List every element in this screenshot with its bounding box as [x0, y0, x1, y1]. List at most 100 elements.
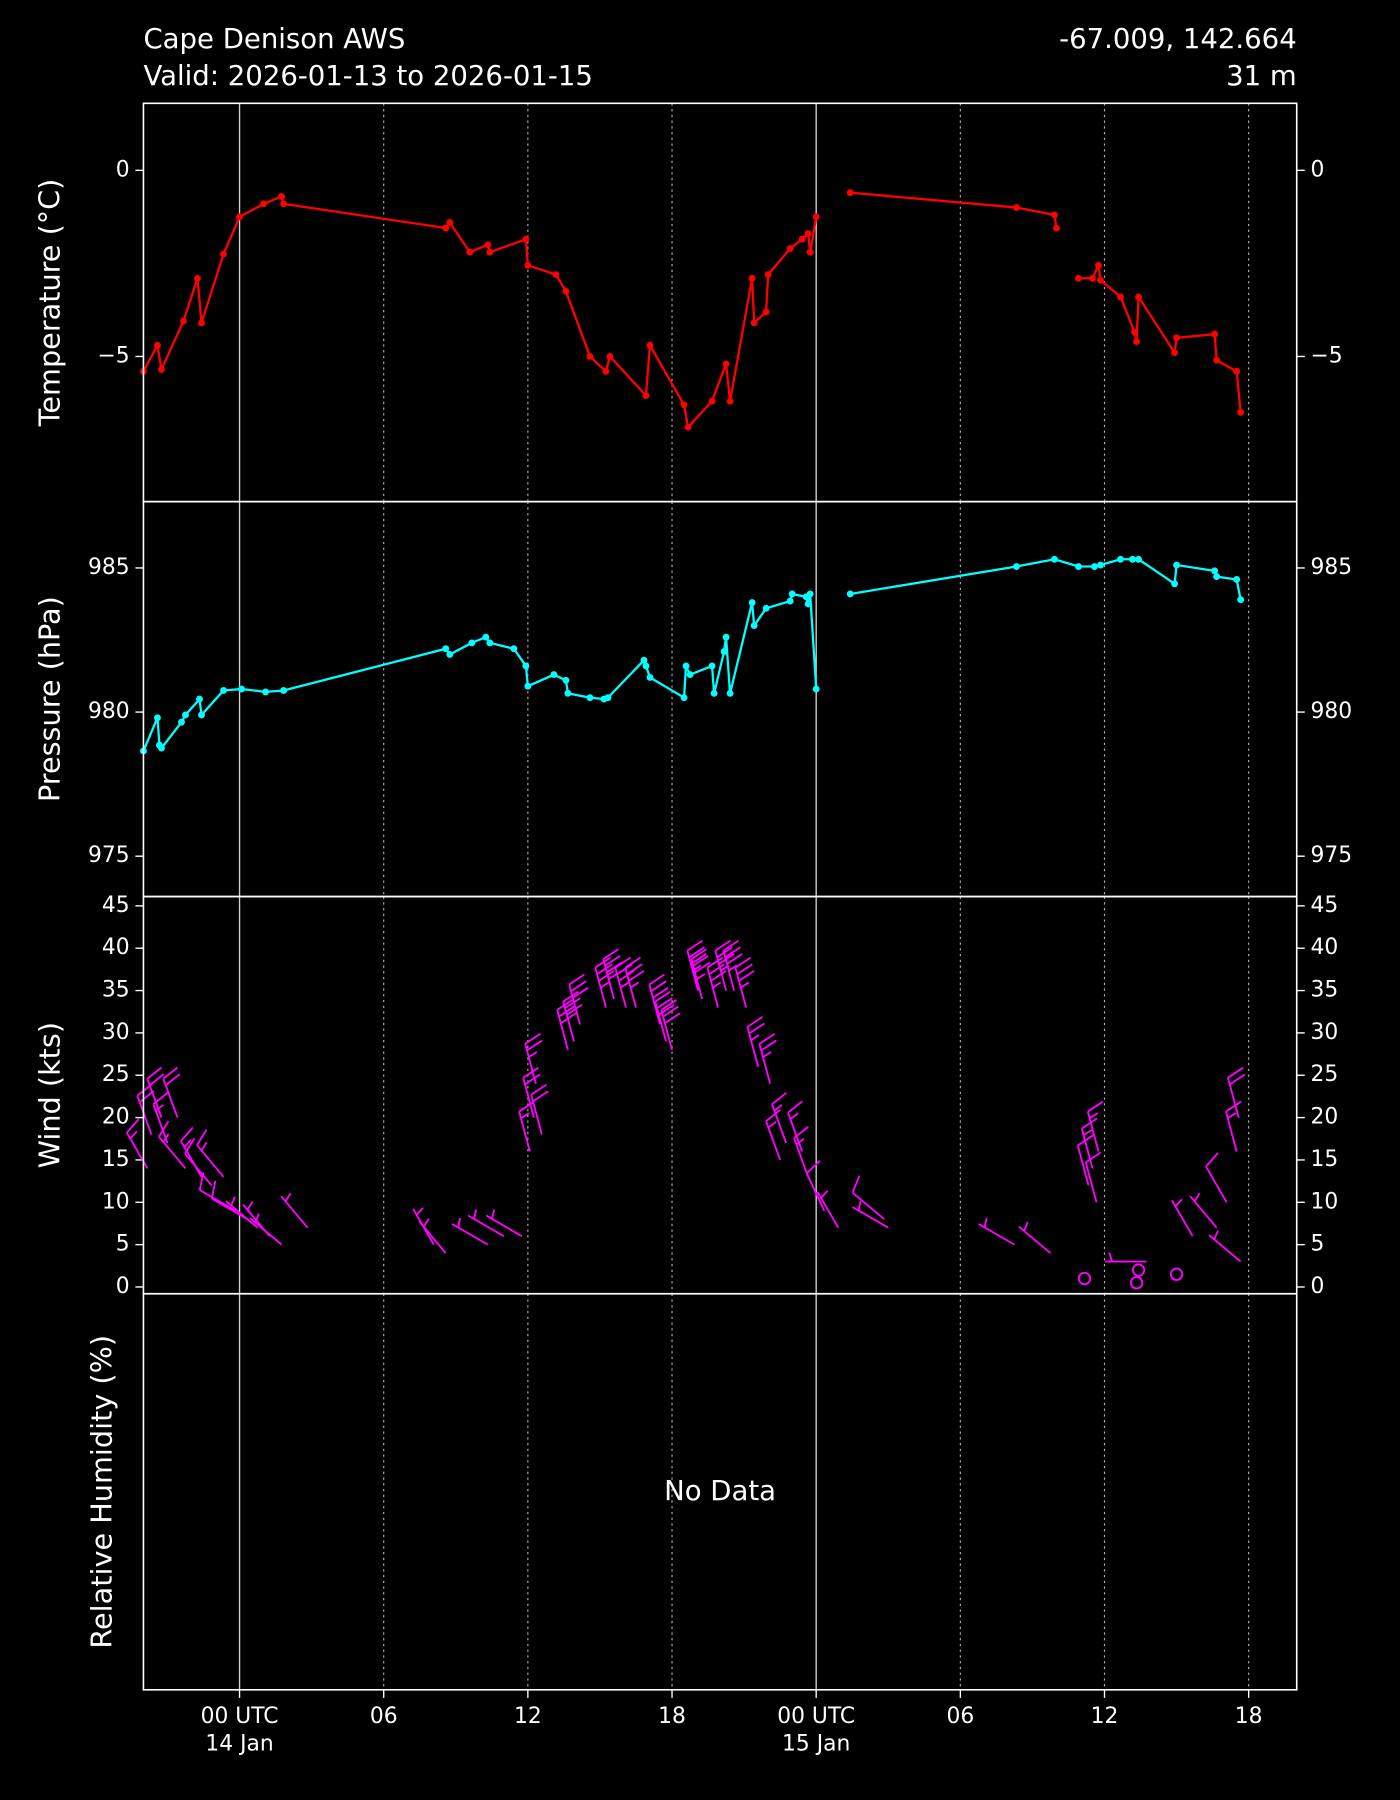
- data-point: [486, 639, 494, 647]
- y-tick-label: 0: [1310, 1274, 1324, 1299]
- data-point: [466, 248, 474, 256]
- barb-feather: [596, 963, 613, 976]
- x-tick-label-box: 12: [1090, 1703, 1119, 1729]
- data-point: [180, 317, 187, 325]
- wind-barb: [467, 1209, 505, 1237]
- barb-feather: [628, 970, 645, 982]
- data-point: [198, 711, 205, 719]
- barb-half-feather: [762, 1051, 772, 1058]
- data-point: [762, 604, 770, 612]
- data-point: [640, 656, 648, 664]
- barb-feather: [594, 956, 611, 969]
- barb-staff: [556, 1009, 569, 1051]
- x-tick-label: 12: [1090, 1703, 1119, 1729]
- data-point: [1213, 356, 1221, 364]
- data-point: [602, 367, 610, 375]
- barb-feather: [198, 1172, 205, 1191]
- barb-feather: [758, 1033, 776, 1045]
- data-point: [236, 213, 243, 221]
- data-point: [280, 200, 288, 208]
- data-point: [442, 224, 450, 232]
- data-point: [750, 622, 758, 630]
- wind-barb: [648, 973, 669, 1025]
- barb-staff: [654, 1001, 667, 1042]
- x-tick-label: 06: [946, 1703, 975, 1729]
- x-tick-label: 00 UTC 15 Jan: [777, 1703, 856, 1757]
- barb-staff: [162, 1078, 179, 1118]
- y-tick-label: 0: [116, 157, 130, 182]
- data-point: [682, 662, 690, 670]
- barb-half-feather: [129, 1130, 138, 1140]
- barb-feather: [686, 939, 704, 952]
- data-point: [182, 711, 189, 719]
- barb-staff: [787, 1112, 804, 1152]
- x-tick-label: 18: [1234, 1703, 1263, 1729]
- data-point: [764, 271, 772, 279]
- data-point: [278, 192, 286, 200]
- data-point: [846, 590, 854, 598]
- barb-feather: [771, 1092, 787, 1105]
- barb-feather: [688, 946, 705, 959]
- barb-feather: [1205, 1152, 1219, 1168]
- barb-feather: [1085, 1151, 1102, 1164]
- calm-circle: [1129, 1276, 1144, 1290]
- barb-staff: [1080, 1128, 1094, 1169]
- data-point: [798, 235, 806, 243]
- barb-staff: [280, 1195, 309, 1229]
- barb-staff: [522, 1077, 535, 1118]
- data-point: [510, 645, 518, 653]
- data-point: [762, 308, 770, 316]
- data-point: [562, 676, 570, 684]
- barb-half-feather: [246, 1201, 254, 1211]
- y-tick-label: −5: [1310, 343, 1342, 368]
- y-tick-label: 980: [1310, 699, 1352, 724]
- data-point: [806, 248, 814, 256]
- wind-barb: [1131, 1263, 1146, 1277]
- barb-half-feather: [520, 1112, 530, 1119]
- barb-feather: [1225, 1100, 1242, 1113]
- data-point: [154, 341, 161, 349]
- y-tick-label: 10: [102, 1189, 130, 1214]
- data-point: [220, 687, 227, 694]
- wind-barb: [568, 973, 589, 1025]
- wind-barb: [530, 1083, 549, 1135]
- wind-barb: [225, 1196, 259, 1229]
- barb-half-feather: [857, 1200, 862, 1211]
- barb-feather: [734, 956, 752, 969]
- wind-barb: [690, 948, 711, 1000]
- no-data-note: No Data: [664, 1475, 776, 1507]
- barb-feather: [602, 948, 619, 960]
- barb-feather: [165, 1073, 181, 1086]
- barb-feather: [1087, 1100, 1104, 1113]
- data-point: [1171, 580, 1179, 588]
- barb-feather: [851, 1175, 861, 1193]
- wind-barb: [734, 956, 755, 1008]
- barb-half-feather: [473, 1209, 478, 1220]
- barb-feather: [1229, 1073, 1246, 1086]
- calm-circle: [1077, 1271, 1092, 1286]
- data-point: [1135, 293, 1142, 301]
- y-axis-label: Pressure (hPa): [33, 596, 67, 802]
- wind-barb: [793, 1126, 810, 1178]
- barb-staff: [1225, 1111, 1238, 1152]
- barb-feather: [568, 973, 585, 986]
- y-tick-label: 980: [88, 699, 130, 724]
- data-point: [1133, 338, 1140, 346]
- wind-barb: [1169, 1267, 1184, 1281]
- data-point: [1213, 573, 1221, 581]
- data-point: [158, 744, 165, 752]
- data-point: [586, 694, 594, 702]
- x-tick-label-box: 12: [514, 1704, 542, 1729]
- barb-half-feather: [491, 1209, 496, 1220]
- barb-feather: [566, 1003, 583, 1016]
- data-point: [260, 200, 268, 208]
- barb-feather: [787, 1100, 803, 1114]
- barb-half-feather: [422, 1218, 430, 1228]
- barb-half-feather: [728, 964, 738, 972]
- data-point: [1089, 274, 1096, 282]
- barb-half-feather: [1193, 1192, 1201, 1202]
- data-point: [586, 353, 594, 360]
- data-point: [1051, 555, 1058, 563]
- data-point: [550, 671, 558, 679]
- y-tick-label: 10: [1310, 1189, 1338, 1214]
